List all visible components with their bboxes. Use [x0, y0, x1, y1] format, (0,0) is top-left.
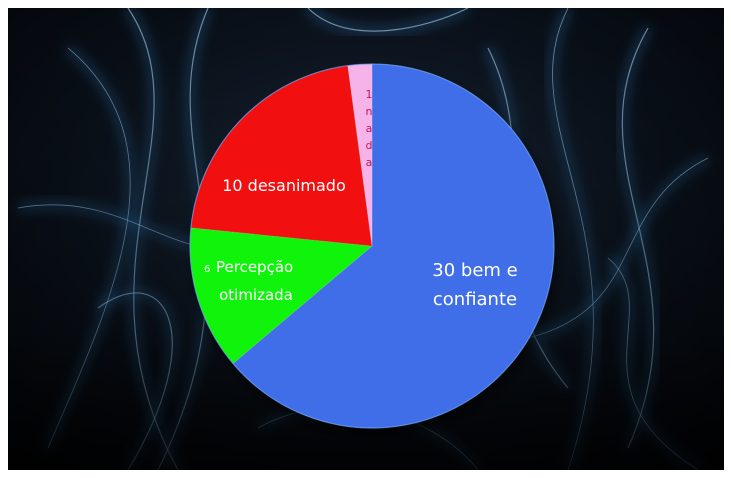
slide-canvas: 30 bem e confiante 6 Percepção otimizada…	[8, 8, 724, 470]
pie-rim	[189, 63, 555, 429]
pie-slices	[189, 63, 555, 429]
label-nada-char: d	[366, 139, 373, 152]
label-nada-char: 1	[366, 88, 373, 101]
label-nada-char: a	[366, 122, 373, 135]
pie-chart: 30 bem e confiante 6 Percepção otimizada…	[8, 8, 724, 470]
label-nada-char: a	[366, 156, 373, 169]
label-nada-char: n	[366, 105, 373, 118]
